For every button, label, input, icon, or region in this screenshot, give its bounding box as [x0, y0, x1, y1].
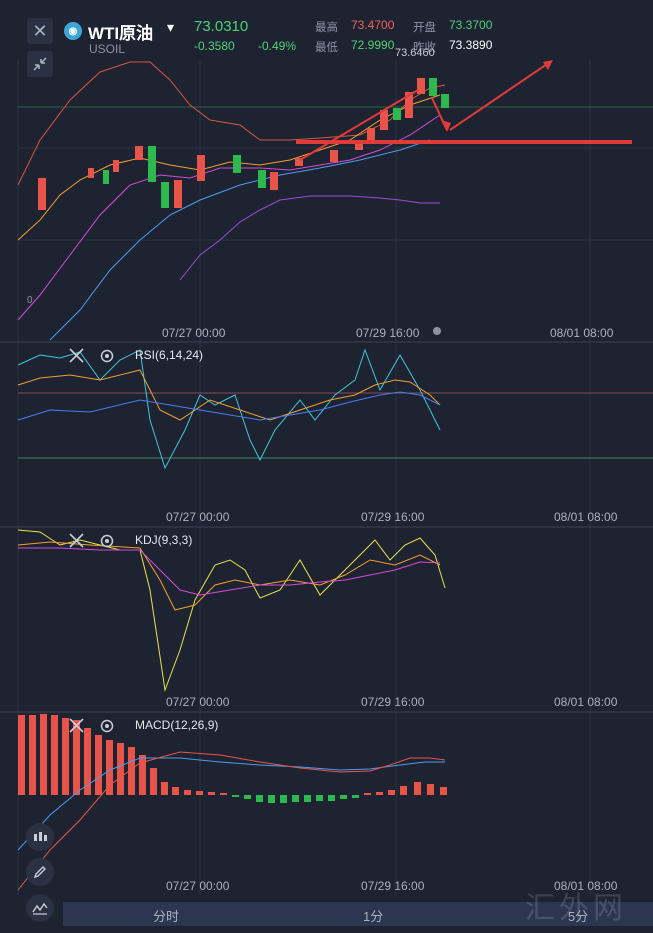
open-value: 73.3700 [449, 18, 493, 32]
rsi-close-icon[interactable] [69, 348, 84, 363]
kdj-settings-icon[interactable] [100, 534, 114, 548]
candle [393, 108, 401, 120]
candle [405, 92, 413, 118]
collapse-arrows-icon [33, 57, 47, 71]
time-label: 07/29 16:00 [361, 695, 425, 709]
price-change: -0.3580 [194, 39, 235, 53]
left-axis-tick: 0 [27, 295, 33, 306]
candle [380, 110, 388, 130]
close-icon: ✕ [32, 21, 48, 41]
crosshair-handle [433, 327, 441, 335]
time-label: 07/29 16:00 [361, 879, 425, 893]
candle [113, 160, 119, 172]
candle [367, 128, 375, 142]
symbol-code: USOIL [89, 42, 126, 56]
grid [17, 60, 653, 895]
time-label: 07/27 00:00 [162, 326, 226, 340]
peak-price-label: 73.6460 [395, 47, 435, 59]
ma-magenta-line [17, 114, 441, 321]
candle [148, 146, 156, 182]
symbol-name[interactable]: WTI原油 [88, 24, 154, 43]
pencil-icon [33, 866, 46, 879]
candle [429, 78, 437, 96]
ma-orange-line [17, 94, 441, 241]
symbol-logo-icon: ◉ [64, 22, 82, 40]
candle [295, 158, 303, 166]
candle [233, 155, 241, 173]
time-label: 07/27 00:00 [166, 695, 230, 709]
candle [38, 178, 46, 210]
macd-settings-icon[interactable] [100, 719, 114, 733]
candle [270, 172, 278, 190]
candle [258, 170, 266, 188]
fullscreen-toggle-button[interactable] [27, 51, 53, 77]
rsi-panel: RSI(6,14,24) 07/27 00:00 07/29 16:00 08/… [17, 348, 653, 524]
low-value: 72.9990 [351, 38, 395, 52]
time-label: 07/27 00:00 [166, 510, 230, 524]
close-button[interactable]: ✕ [27, 18, 53, 44]
candle [103, 170, 109, 184]
trend-arrow-up [299, 89, 419, 161]
chart-header: ✕ ◉ WTI原油 ▾ USOIL 73.0310 -0.3580 -0.49%… [0, 0, 653, 77]
price-change-percent: -0.49% [258, 39, 297, 53]
kdj-panel: KDJ(9,3,3) 07/27 00:00 07/29 16:00 08/01… [17, 529, 618, 709]
time-label: 08/01 08:00 [554, 510, 618, 524]
time-label: 08/01 08:00 [554, 695, 618, 709]
low-label: 最低 [315, 42, 338, 54]
current-price: 73.0310 [194, 18, 249, 35]
prev-close-label: 昨收 [413, 42, 436, 54]
candle [135, 146, 143, 160]
open-label: 开盘 [413, 22, 436, 34]
tab-timeshare[interactable]: 分时 [153, 909, 180, 924]
indicator-icon [32, 902, 48, 915]
prev-close-value: 73.3890 [449, 38, 493, 52]
indicator-button[interactable] [26, 894, 54, 922]
kdj-close-icon[interactable] [69, 533, 84, 548]
candle [88, 168, 94, 178]
timeframe-tabs: 分时 1分 5分 [63, 902, 653, 926]
candle [174, 180, 182, 208]
time-label: 07/29 16:00 [361, 510, 425, 524]
high-label: 最高 [315, 22, 338, 34]
boll-mid-line [49, 139, 431, 341]
candle [441, 94, 449, 108]
symbol-dropdown-icon[interactable]: ▾ [167, 19, 175, 35]
draw-tool-button[interactable] [26, 858, 54, 886]
candle [330, 150, 338, 162]
candle [355, 140, 363, 150]
candles [38, 78, 449, 210]
rsi-settings-icon[interactable] [100, 349, 114, 363]
boll-lower-line [179, 195, 440, 281]
candle-type-button[interactable] [26, 823, 54, 851]
macd-panel: MACD(12,26,9) 07/27 00:00 07/29 16:00 08… [17, 714, 618, 893]
time-label: 07/27 00:00 [166, 879, 230, 893]
tab-1min[interactable]: 1分 [363, 909, 384, 924]
macd-close-icon[interactable] [69, 718, 84, 733]
main-price-chart: 73.6460 0 07/27 00:00 07/29 16:00 08/01 … [17, 47, 653, 341]
candle [161, 182, 169, 208]
tab-5min[interactable]: 5分 [568, 909, 589, 924]
time-label: 08/01 08:00 [550, 326, 614, 340]
panel-title: KDJ(9,3,3) [135, 533, 192, 547]
macd-histogram [18, 714, 447, 803]
candlestick-icon [34, 832, 47, 841]
panel-title: MACD(12,26,9) [135, 718, 218, 732]
panel-title: RSI(6,14,24) [135, 348, 203, 362]
time-label: 08/01 08:00 [554, 879, 618, 893]
time-label: 07/29 16:00 [356, 326, 420, 340]
candle [417, 78, 425, 94]
watermark: 汇外网 [525, 891, 627, 926]
trend-arrow-projection [449, 61, 551, 131]
high-value: 73.4700 [351, 18, 395, 32]
candle [197, 155, 205, 181]
